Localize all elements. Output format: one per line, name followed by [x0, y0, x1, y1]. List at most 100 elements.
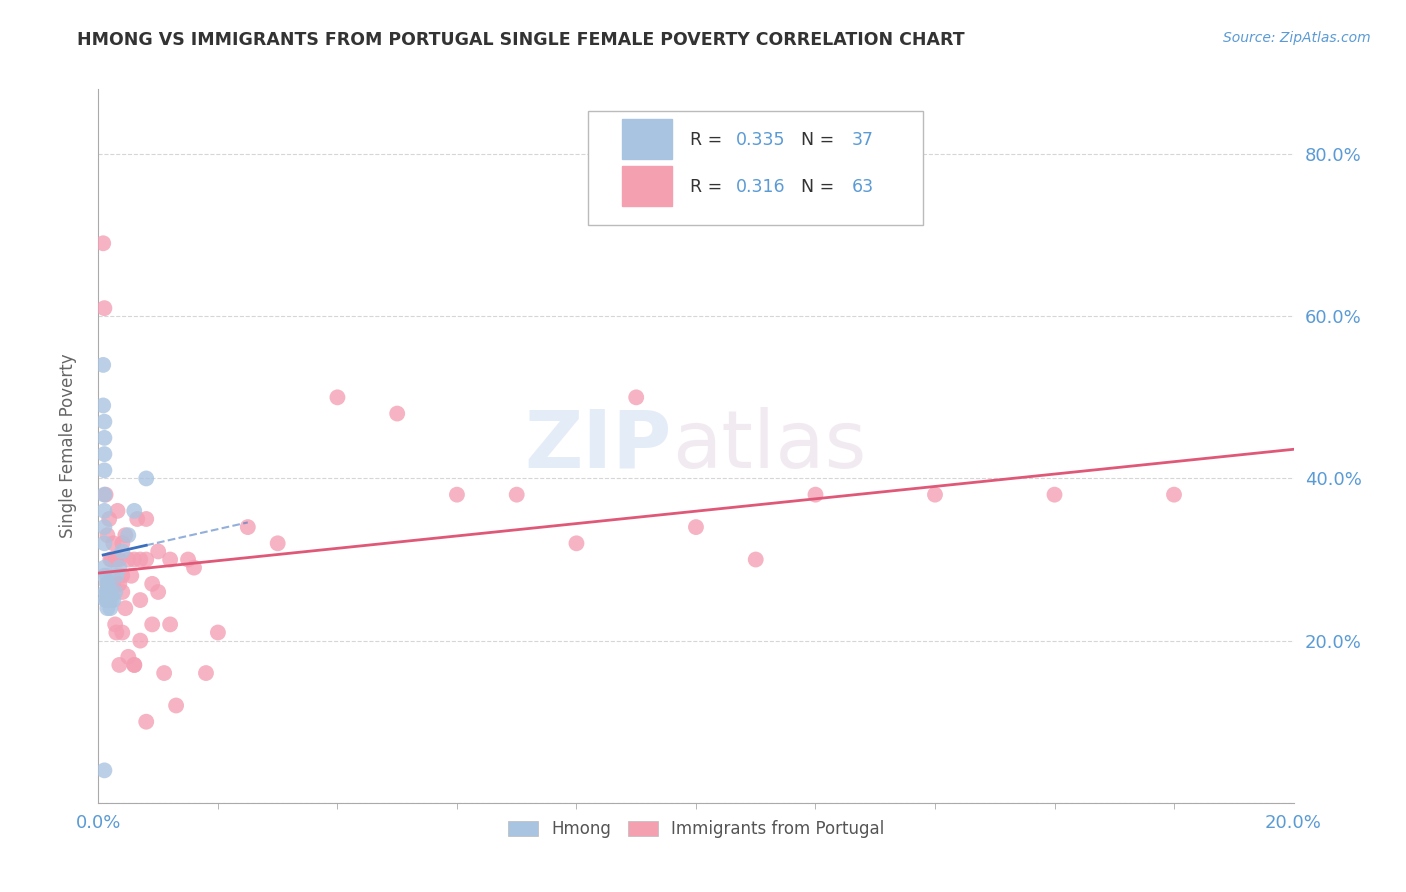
Point: [446, 488, 468, 502]
Point: [91, 399, 114, 413]
Point: [565, 536, 588, 550]
Legend: Hmong, Immigrants from Portugal: Hmong, Immigrants from Portugal: [501, 814, 891, 845]
Point: [236, 520, 259, 534]
Point: [267, 536, 290, 550]
Point: [98, 512, 121, 526]
Point: [94, 585, 117, 599]
Text: Source: ZipAtlas.com: Source: ZipAtlas.com: [1223, 31, 1371, 45]
Text: R =: R =: [690, 178, 728, 196]
Text: 0.335: 0.335: [735, 131, 785, 149]
Point: [111, 585, 134, 599]
Point: [105, 625, 128, 640]
Point: [98, 593, 121, 607]
Point: [114, 601, 136, 615]
Point: [93, 568, 115, 582]
Point: [111, 544, 134, 558]
Point: [98, 585, 121, 599]
Point: [93, 520, 115, 534]
Point: [96, 585, 118, 599]
Point: [96, 585, 118, 599]
Point: [685, 520, 707, 534]
Point: [93, 536, 115, 550]
Point: [111, 625, 134, 640]
Point: [111, 568, 134, 582]
Point: [117, 649, 139, 664]
Point: [326, 390, 349, 404]
Point: [108, 657, 131, 672]
Point: [135, 714, 157, 729]
Point: [745, 552, 768, 566]
Point: [626, 390, 648, 404]
Point: [93, 431, 115, 445]
Point: [103, 577, 125, 591]
Point: [108, 577, 131, 591]
Point: [1043, 488, 1066, 502]
Point: [96, 593, 118, 607]
Point: [96, 593, 118, 607]
Point: [98, 552, 122, 566]
Point: [135, 471, 157, 485]
Point: [124, 657, 146, 672]
Point: [165, 698, 187, 713]
Point: [108, 552, 131, 566]
Point: [96, 577, 118, 591]
Point: [135, 512, 157, 526]
Point: [93, 488, 115, 502]
Point: [93, 447, 115, 461]
Point: [506, 488, 529, 502]
Text: 63: 63: [852, 178, 873, 196]
Point: [100, 552, 122, 566]
Point: [135, 552, 157, 566]
Text: ZIP: ZIP: [524, 407, 672, 485]
Point: [177, 552, 200, 566]
Point: [100, 593, 122, 607]
Point: [120, 568, 142, 582]
Point: [96, 577, 118, 591]
Point: [96, 568, 118, 582]
Point: [96, 601, 118, 615]
Point: [114, 528, 136, 542]
Point: [117, 528, 139, 542]
FancyBboxPatch shape: [621, 166, 672, 205]
Point: [148, 544, 170, 558]
Point: [385, 407, 409, 421]
Point: [98, 601, 122, 615]
Point: [94, 488, 117, 502]
Point: [207, 625, 229, 640]
Point: [93, 504, 115, 518]
Point: [105, 552, 128, 566]
FancyBboxPatch shape: [621, 120, 672, 159]
Point: [108, 560, 131, 574]
Point: [129, 552, 152, 566]
Point: [195, 666, 218, 681]
Point: [159, 552, 181, 566]
Point: [103, 536, 125, 550]
Text: N =: N =: [801, 178, 839, 196]
Point: [98, 585, 122, 599]
Point: [1163, 488, 1185, 502]
Point: [93, 560, 115, 574]
Point: [93, 463, 115, 477]
Text: atlas: atlas: [672, 407, 866, 485]
Point: [127, 512, 149, 526]
Point: [94, 593, 117, 607]
Point: [124, 657, 146, 672]
Point: [103, 593, 125, 607]
Point: [96, 593, 118, 607]
Point: [153, 666, 176, 681]
Text: R =: R =: [690, 131, 728, 149]
Point: [105, 568, 128, 582]
Point: [141, 577, 163, 591]
Text: N =: N =: [801, 131, 839, 149]
Text: 37: 37: [852, 131, 873, 149]
Point: [91, 236, 114, 251]
Point: [141, 617, 163, 632]
Point: [104, 617, 127, 632]
Point: [93, 764, 115, 778]
Point: [148, 585, 170, 599]
Point: [104, 585, 127, 599]
Point: [104, 552, 127, 566]
FancyBboxPatch shape: [589, 111, 922, 225]
Point: [96, 528, 118, 542]
Point: [107, 504, 129, 518]
